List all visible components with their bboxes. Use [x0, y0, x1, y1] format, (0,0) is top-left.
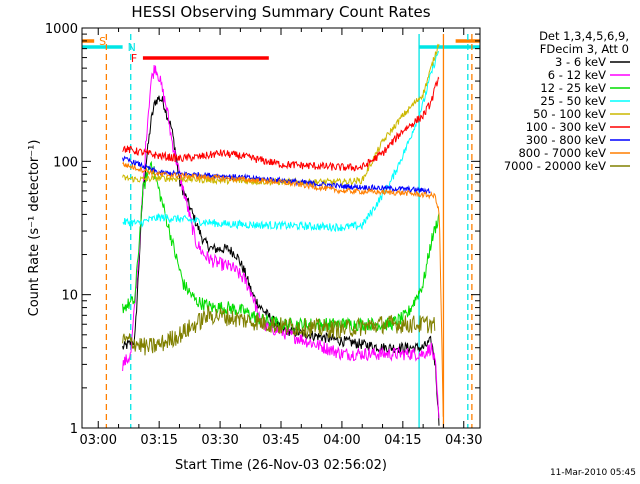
legend: Det 1,3,4,5,6,9,FDecim 3, Att 03 - 6 keV… [504, 29, 630, 173]
x-tick-label: 04:15 [384, 433, 421, 448]
legend-item-label: 100 - 300 keV [526, 120, 606, 134]
x-axis-label: Start Time (26-Nov-03 02:56:02) [175, 458, 387, 473]
legend-item-label: 800 - 7000 keV [518, 146, 606, 160]
flag-label-f: F [131, 52, 137, 65]
x-tick-label: 03:45 [262, 433, 299, 448]
legend-item-label: 6 - 12 keV [548, 68, 606, 82]
flag-layer: S NF [82, 35, 480, 65]
series-line [122, 76, 440, 172]
x-tick-label: 04:00 [323, 433, 360, 448]
chart-title: HESSI Observing Summary Count Rates [131, 3, 430, 21]
x-tick-label: 04:30 [445, 433, 482, 448]
x-tick-label: 03:15 [140, 433, 177, 448]
x-tick-label: 03:00 [80, 433, 117, 448]
series-line [122, 64, 440, 419]
y-tick-label: 10 [61, 289, 78, 304]
series-layer [122, 43, 444, 426]
legend-item-label: 25 - 50 keV [540, 94, 606, 108]
y-tick-label: 1 [70, 422, 78, 437]
legend-header-line: FDecim 3, Att 0 [540, 42, 629, 56]
flag-label-s: S [99, 35, 106, 48]
x-tick-label: 03:30 [201, 433, 238, 448]
series-line [122, 305, 436, 356]
series-line [122, 95, 440, 426]
y-tick-label: 100 [53, 155, 78, 170]
legend-item-label: 12 - 25 keV [540, 81, 606, 95]
footer-timestamp: 11-Mar-2010 05:45 [550, 468, 636, 478]
series-line [122, 155, 431, 195]
legend-item-label: 3 - 6 keV [555, 55, 606, 69]
axes-layer: 03:00 03:15 03:30 03:45 04:00 04:15 04:30 1 10 10… [45, 22, 483, 448]
series-line [122, 43, 440, 187]
flag-label-n: N [128, 41, 136, 54]
y-tick-label: 1000 [45, 22, 78, 37]
legend-item-label: 300 - 800 keV [526, 133, 606, 147]
y-axis-label: Count Rate (s⁻¹ detector⁻¹) [27, 140, 42, 317]
legend-header-line: Det 1,3,4,5,6,9, [539, 29, 629, 43]
legend-item-label: 50 - 100 keV [533, 107, 606, 121]
series-line [122, 161, 444, 417]
legend-item-label: 7000 - 20000 keV [504, 159, 606, 173]
marker-layer [105, 34, 473, 428]
